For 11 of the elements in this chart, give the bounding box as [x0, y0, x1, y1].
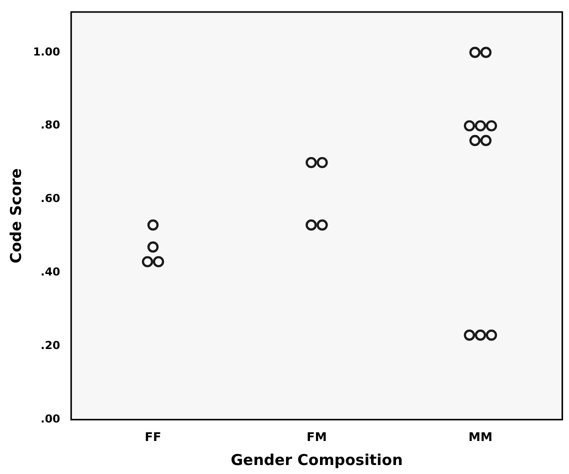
x-tick-label: FM	[306, 430, 327, 444]
y-tick-label: .80	[40, 118, 60, 132]
y-tick-label: .40	[40, 266, 60, 279]
y-tick-label: .60	[40, 192, 60, 206]
y-tick-label: .00	[40, 412, 60, 426]
x-tick-label: MM	[468, 430, 492, 444]
y-axis-title: Code Score	[6, 168, 25, 264]
y-tick-label: 1.00	[33, 45, 60, 58]
x-axis-title: Gender Composition	[230, 450, 403, 469]
y-tick-label: .20	[40, 339, 60, 352]
x-tick-label: FF	[144, 430, 162, 444]
